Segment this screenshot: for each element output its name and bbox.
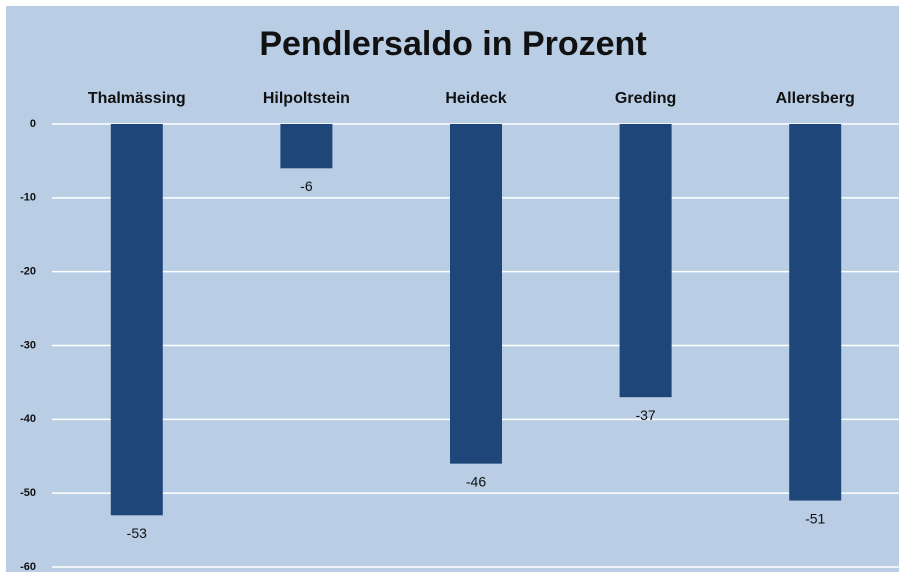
y-tick-label: -40 [20,413,36,425]
y-tick-label: -50 [20,487,36,499]
x-tick-label: Thalmässing [88,90,186,107]
data-label: -6 [300,178,313,194]
y-tick-label: -10 [20,192,36,204]
bar [280,124,333,169]
bar [110,124,163,516]
bar [789,124,842,501]
x-tick-label: Greding [615,90,676,107]
bar [619,124,672,398]
x-tick-label: Hilpoltstein [263,90,350,107]
data-label: -51 [805,510,825,526]
y-tick-label: -20 [20,266,36,278]
data-label: -37 [635,407,655,423]
x-tick-label: Allersberg [776,90,855,107]
data-label: -53 [127,525,147,541]
chart-title: Pendlersaldo in Prozent [259,25,646,63]
x-tick-label: Heideck [445,90,506,107]
data-label: -46 [466,473,486,489]
y-tick-label: 0 [30,118,36,130]
y-tick-label: -60 [20,561,36,573]
bar [450,124,502,464]
y-tick-label: -30 [20,339,36,351]
